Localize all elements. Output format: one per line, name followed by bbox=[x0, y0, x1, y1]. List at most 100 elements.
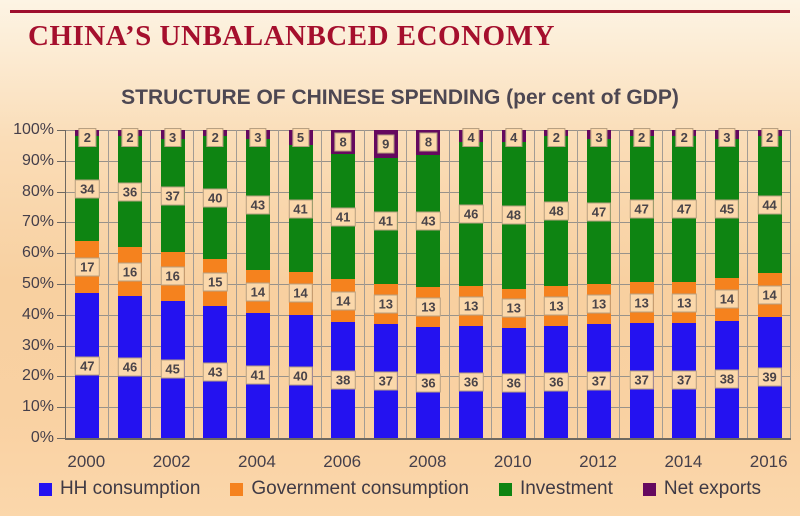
data-label: 16 bbox=[160, 266, 185, 286]
segment-hh-consumption: 37 bbox=[629, 322, 654, 438]
segment-government-consumption: 13 bbox=[586, 284, 612, 325]
bar-slot-2011: 36 13 48 2 bbox=[535, 128, 578, 438]
data-label: 36 bbox=[416, 373, 441, 393]
segment-net-exports: 2 bbox=[75, 128, 100, 148]
y-axis-tick bbox=[57, 407, 65, 409]
stacked-bar-2000: 47 17 34 2 bbox=[75, 128, 100, 438]
data-label: 48 bbox=[501, 205, 526, 225]
x-axis-tick-label: 2010 bbox=[493, 452, 532, 471]
x-axis-tick-label: 2002 bbox=[152, 452, 191, 471]
segment-net-exports: 4 bbox=[459, 128, 484, 148]
y-axis-tick-label: 100% bbox=[13, 121, 54, 138]
legend-label: Net exports bbox=[663, 478, 762, 499]
y-axis-tick bbox=[57, 130, 65, 131]
data-label: 46 bbox=[117, 357, 143, 377]
y-axis-tick bbox=[57, 438, 65, 439]
data-label: 37 bbox=[160, 186, 185, 206]
data-label: 2 bbox=[78, 128, 96, 148]
stacked-bar-2010: 36 13 48 4 bbox=[501, 128, 526, 438]
data-label: 2 bbox=[121, 128, 139, 148]
segment-investment: 48 bbox=[501, 142, 526, 289]
bar-slot-2014: 37 13 47 2 bbox=[663, 128, 706, 438]
stacked-bar-2011: 36 13 48 2 bbox=[544, 128, 569, 438]
legend-label: HH consumption bbox=[59, 478, 201, 499]
data-label: 8 bbox=[334, 132, 352, 152]
segment-hh-consumption: 37 bbox=[586, 324, 612, 438]
segment-government-consumption: 13 bbox=[629, 282, 654, 323]
segment-net-exports: 2 bbox=[117, 128, 142, 148]
segment-government-consumption: 16 bbox=[117, 247, 143, 297]
segment-investment: 47 bbox=[672, 136, 697, 283]
bar-slot-2003: 43 15 40 2 bbox=[194, 128, 237, 438]
data-label: 14 bbox=[330, 291, 356, 311]
legend-item-hh-consumption: HH consumption bbox=[38, 478, 201, 500]
data-label: 34 bbox=[75, 179, 100, 199]
bar-slot-2000: 47 17 34 2 bbox=[66, 128, 109, 438]
data-label: 47 bbox=[629, 199, 654, 219]
data-label: 13 bbox=[629, 293, 654, 313]
segment-hh-consumption: 46 bbox=[117, 296, 143, 438]
y-axis-tick bbox=[57, 222, 65, 224]
v-gridline bbox=[235, 130, 237, 438]
y-axis-tick-label: 50% bbox=[21, 275, 54, 292]
y-axis-tick bbox=[57, 284, 65, 285]
page-title: CHINA’S UNBALANBCED ECONOMY bbox=[28, 20, 555, 52]
legend-swatch-icon bbox=[230, 482, 244, 496]
segment-net-exports: 3 bbox=[245, 128, 270, 148]
y-axis-tick-label: 70% bbox=[21, 213, 54, 231]
segment-government-consumption: 13 bbox=[544, 285, 569, 326]
data-label: 37 bbox=[373, 371, 399, 391]
y-axis-tick-label: 40% bbox=[21, 305, 54, 323]
x-axis-tick-label: 2004 bbox=[237, 452, 276, 471]
segment-net-exports: 5 bbox=[288, 128, 313, 148]
data-label: 36 bbox=[501, 373, 526, 393]
segment-investment: 37 bbox=[160, 139, 185, 252]
x-axis-tick-label: 2006 bbox=[323, 452, 362, 471]
segment-investment: 43 bbox=[416, 154, 441, 288]
v-gridline bbox=[534, 130, 536, 438]
data-label: 37 bbox=[672, 370, 697, 390]
segment-net-exports: 9 bbox=[373, 130, 398, 158]
x-axis-tick-label: 2008 bbox=[408, 452, 447, 471]
data-label: 43 bbox=[203, 362, 228, 382]
v-gridline bbox=[107, 130, 109, 438]
data-label: 36 bbox=[458, 372, 484, 392]
segment-hh-consumption: 45 bbox=[160, 300, 185, 438]
data-label: 13 bbox=[501, 298, 526, 318]
y-axis-tick bbox=[57, 191, 65, 193]
segment-government-consumption: 14 bbox=[714, 277, 740, 321]
data-label: 3 bbox=[163, 128, 182, 148]
v-gridline bbox=[320, 130, 322, 438]
segment-hh-consumption: 43 bbox=[203, 305, 228, 438]
legend-item-government-consumption: Government consumption bbox=[230, 478, 469, 500]
data-label: 2 bbox=[206, 128, 224, 148]
segment-net-exports: 3 bbox=[714, 128, 739, 148]
y-axis-tick-label: 80% bbox=[21, 182, 54, 200]
chart-legend: HH consumption Government consumption Inve… bbox=[0, 478, 800, 500]
segment-investment: 47 bbox=[586, 139, 612, 285]
stacked-bar-chart: 0% 10% 20% 30% 40% 50% 60% 70% 80% 90% 100% 47 17 34… bbox=[0, 121, 800, 516]
segment-investment: 41 bbox=[288, 145, 313, 272]
segment-government-consumption: 14 bbox=[330, 279, 356, 323]
y-axis-tick-label: 10% bbox=[21, 398, 54, 416]
data-label: 39 bbox=[757, 367, 782, 387]
segment-investment: 45 bbox=[714, 139, 740, 278]
segment-hh-consumption: 38 bbox=[714, 320, 740, 438]
segment-investment: 46 bbox=[458, 142, 484, 286]
legend-swatch-icon bbox=[498, 482, 512, 496]
data-label: 14 bbox=[245, 282, 271, 302]
data-label: 43 bbox=[245, 195, 271, 215]
segment-net-exports: 3 bbox=[160, 128, 185, 148]
v-gridline bbox=[278, 130, 280, 438]
legend-label: Government consumption bbox=[251, 478, 469, 499]
data-label: 38 bbox=[330, 370, 356, 390]
segment-investment: 40 bbox=[203, 136, 228, 260]
data-label: 45 bbox=[714, 199, 740, 219]
v-gridline bbox=[150, 130, 152, 438]
stacked-bar-2007: 37 13 41 9 bbox=[373, 130, 399, 438]
data-label: 40 bbox=[203, 188, 228, 208]
bar-slot-2016: 39 14 44 2 bbox=[748, 128, 791, 438]
y-axis-tick bbox=[57, 345, 65, 347]
v-gridline bbox=[662, 130, 664, 438]
y-axis-tick bbox=[57, 160, 65, 162]
